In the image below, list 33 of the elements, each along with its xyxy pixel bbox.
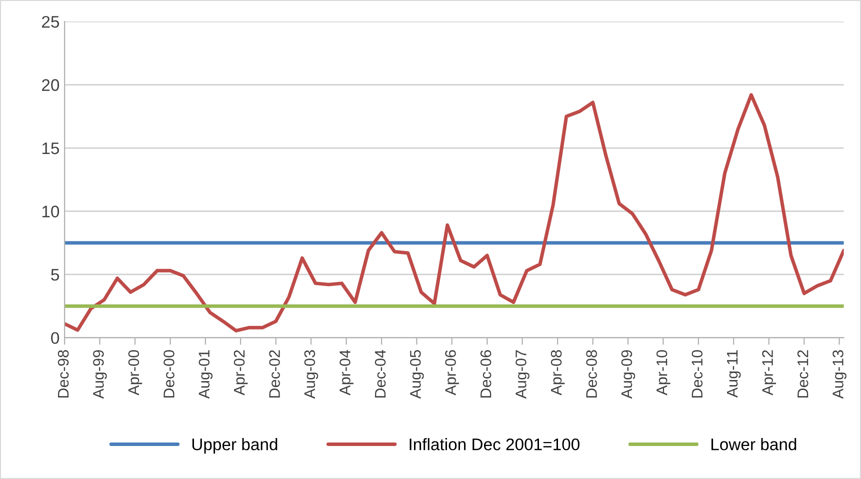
x-tick-label: Dec-10 <box>692 350 703 398</box>
x-tick-label: Aug-09 <box>621 350 636 399</box>
y-tick-label: 25 <box>42 16 60 28</box>
x-tick-label: Dec-04 <box>374 350 386 398</box>
x-tick-label: Aug-03 <box>304 350 318 399</box>
x-tick-label: Apr-00 <box>128 350 142 396</box>
x-tick-label: Apr-10 <box>656 350 670 396</box>
x-tick-label: Dec-08 <box>586 350 597 398</box>
x-tick-label: Aug-07 <box>516 350 530 399</box>
y-tick-label: 20 <box>42 79 60 91</box>
x-tick-label: Apr-06 <box>445 350 459 396</box>
x-tick-label: Aug-99 <box>93 350 107 399</box>
y-tick-label: 10 <box>42 206 60 218</box>
line-series <box>64 93 844 332</box>
x-tick-label: Aug-11 <box>727 350 741 398</box>
x-tick-label: Apr-08 <box>550 350 565 396</box>
y-tick-label: 0 <box>51 332 60 344</box>
y-tick-label: 15 <box>42 142 60 154</box>
x-tick-label: Aug-05 <box>410 350 424 399</box>
x-tick-label: Apr-04 <box>340 350 354 396</box>
x-tick-label: Aug-01 <box>198 350 213 399</box>
x-tick-label: Apr-02 <box>234 350 248 396</box>
x-tick-label: Dec-06 <box>480 350 492 398</box>
x-tick-label: Apr-12 <box>762 350 776 396</box>
legend-label: Upper band <box>192 438 278 454</box>
y-tick-label: 5 <box>51 269 60 281</box>
legend-label: Lower band <box>711 438 796 450</box>
x-tick-label: Dec-98 <box>58 350 69 398</box>
legend-label: Inflation Dec 2001=100 <box>410 438 580 450</box>
x-tick-label: Dec-00 <box>164 350 174 398</box>
x-tick-label: Aug-13 <box>832 350 846 399</box>
x-tick-label: Dec-12 <box>797 350 808 398</box>
x-tick-label: Dec-02 <box>269 350 280 398</box>
